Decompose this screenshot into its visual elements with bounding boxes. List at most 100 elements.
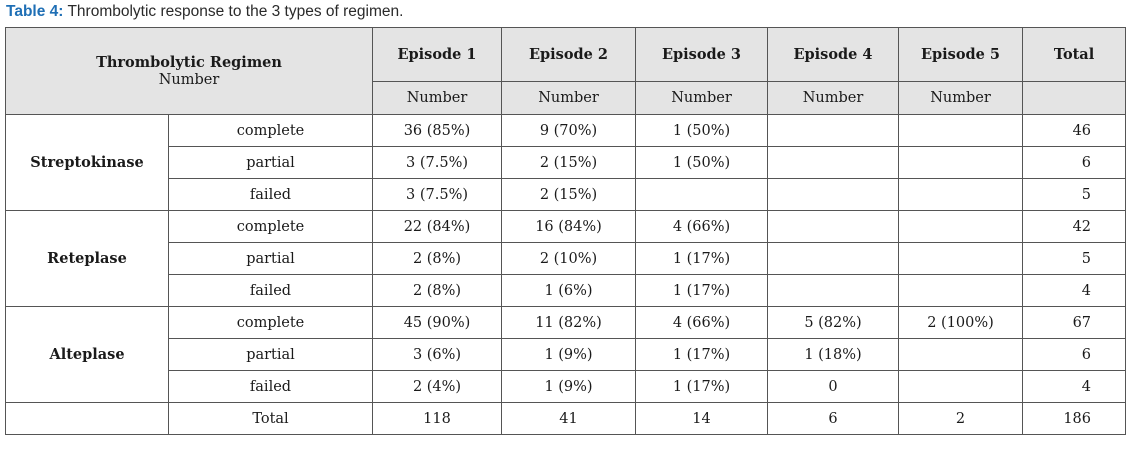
episode-header: Episode 2 xyxy=(501,27,637,82)
total-header: Total xyxy=(1022,27,1127,82)
data-cell xyxy=(767,210,900,243)
number-subheader: Number xyxy=(372,81,503,115)
outcome-cell: partial xyxy=(167,146,374,179)
regimen-name-cell: Streptokinase xyxy=(5,114,169,211)
data-cell xyxy=(898,114,1024,147)
total-subheader-empty xyxy=(1022,81,1127,115)
table-caption: Table 4: Thrombolytic response to the 3 … xyxy=(6,3,403,21)
data-cell: 1 (17%) xyxy=(635,338,769,371)
row-total-cell: 42 xyxy=(1022,210,1127,243)
number-subheader: Number xyxy=(767,81,900,115)
regimen-header-title: Thrombolytic Regimen xyxy=(96,54,282,71)
outcome-cell: complete xyxy=(167,114,374,147)
number-subheader: Number xyxy=(635,81,769,115)
data-cell xyxy=(767,178,900,211)
outcome-cell: failed xyxy=(167,178,374,211)
outcome-cell: partial xyxy=(167,338,374,371)
data-cell: 2 (8%) xyxy=(372,242,503,275)
row-total-cell: 67 xyxy=(1022,306,1127,339)
data-cell: 1 (9%) xyxy=(501,338,637,371)
episode-header: Episode 4 xyxy=(767,27,900,82)
totals-row: Total 118 41 14 6 2 186 xyxy=(5,402,1127,435)
outcome-cell: failed xyxy=(167,370,374,403)
data-cell xyxy=(898,210,1024,243)
data-cell xyxy=(898,338,1024,371)
data-cell: 22 (84%) xyxy=(372,210,503,243)
data-cell xyxy=(898,146,1024,179)
data-cell: 1 (17%) xyxy=(635,242,769,275)
data-cell xyxy=(767,242,900,275)
row-total-cell: 6 xyxy=(1022,146,1127,179)
episode-header: Episode 1 xyxy=(372,27,503,82)
totals-row-label: Total xyxy=(167,402,374,435)
regimen-name-cell: Reteplase xyxy=(5,210,169,307)
thrombolytic-response-table: Thrombolytic Regimen Number Episode 1 Ep… xyxy=(4,27,1127,435)
data-cell: 5 (82%) xyxy=(767,306,900,339)
data-cell: 16 (84%) xyxy=(501,210,637,243)
data-cell xyxy=(767,274,900,307)
table-caption-text: Thrombolytic response to the 3 types of … xyxy=(63,3,404,20)
data-cell: 1 (50%) xyxy=(635,114,769,147)
totals-cell: 41 xyxy=(501,402,637,435)
data-cell: 45 (90%) xyxy=(372,306,503,339)
table-row: partial 2 (8%) 2 (10%) 1 (17%) 5 xyxy=(6,242,1127,275)
table-row: partial 3 (6%) 1 (9%) 1 (17%) 1 (18%) 6 xyxy=(6,338,1127,371)
data-cell xyxy=(898,370,1024,403)
episode-header: Episode 3 xyxy=(635,27,769,82)
data-cell xyxy=(767,114,900,147)
totals-cell: 118 xyxy=(372,402,503,435)
data-cell: 1 (17%) xyxy=(635,370,769,403)
row-total-cell: 4 xyxy=(1022,370,1127,403)
number-subheader: Number xyxy=(898,81,1024,115)
table-row: partial 3 (7.5%) 2 (15%) 1 (50%) 6 xyxy=(6,146,1127,179)
outcome-cell: complete xyxy=(167,306,374,339)
data-cell: 4 (66%) xyxy=(635,306,769,339)
row-total-cell: 5 xyxy=(1022,178,1127,211)
totals-cell: 6 xyxy=(767,402,900,435)
regimen-name-cell: Alteplase xyxy=(5,306,169,403)
data-cell: 3 (6%) xyxy=(372,338,503,371)
row-total-cell: 4 xyxy=(1022,274,1127,307)
row-total-cell: 5 xyxy=(1022,242,1127,275)
data-cell: 2 (100%) xyxy=(898,306,1024,339)
totals-cell: 2 xyxy=(898,402,1024,435)
table-row: Reteplase complete 22 (84%) 16 (84%) 4 (… xyxy=(5,210,1127,307)
data-cell xyxy=(898,178,1024,211)
data-cell: 2 (15%) xyxy=(501,178,637,211)
data-cell: 1 (6%) xyxy=(501,274,637,307)
table-body: Streptokinase complete 36 (85%) 9 (70%) … xyxy=(5,114,1127,435)
row-total-cell: 6 xyxy=(1022,338,1127,371)
data-cell: 1 (50%) xyxy=(635,146,769,179)
outcome-cell: complete xyxy=(167,210,374,243)
data-cell: 2 (8%) xyxy=(372,274,503,307)
data-cell: 2 (4%) xyxy=(372,370,503,403)
data-cell: 1 (18%) xyxy=(767,338,900,371)
data-cell: 11 (82%) xyxy=(501,306,637,339)
data-cell: 3 (7.5%) xyxy=(372,178,503,211)
outcome-cell: failed xyxy=(167,274,374,307)
table-caption-label: Table 4: xyxy=(6,3,64,20)
data-cell: 4 (66%) xyxy=(635,210,769,243)
outcome-cell: partial xyxy=(167,242,374,275)
data-cell: 0 xyxy=(767,370,900,403)
data-cell xyxy=(767,146,900,179)
table-row: Streptokinase complete 36 (85%) 9 (70%) … xyxy=(5,114,1127,211)
data-cell xyxy=(898,242,1024,275)
data-cell xyxy=(635,178,769,211)
episode-header: Episode 5 xyxy=(898,27,1024,82)
data-cell: 1 (17%) xyxy=(635,274,769,307)
data-cell: 1 (9%) xyxy=(501,370,637,403)
number-subheader: Number xyxy=(501,81,637,115)
totals-cell: 14 xyxy=(635,402,769,435)
table-row: Alteplase complete 45 (90%) 11 (82%) 4 (… xyxy=(5,306,1127,403)
data-cell: 3 (7.5%) xyxy=(372,146,503,179)
totals-row-blank xyxy=(5,402,169,435)
grand-total-cell: 186 xyxy=(1022,402,1127,435)
row-total-cell: 46 xyxy=(1022,114,1127,147)
table-header: Thrombolytic Regimen Number Episode 1 Ep… xyxy=(4,27,1127,115)
data-cell: 2 (10%) xyxy=(501,242,637,275)
regimen-header-cell: Thrombolytic Regimen Number xyxy=(4,27,374,115)
data-cell xyxy=(898,274,1024,307)
data-cell: 9 (70%) xyxy=(501,114,637,147)
table-row: failed 2 (8%) 1 (6%) 1 (17%) 4 xyxy=(6,274,1127,307)
